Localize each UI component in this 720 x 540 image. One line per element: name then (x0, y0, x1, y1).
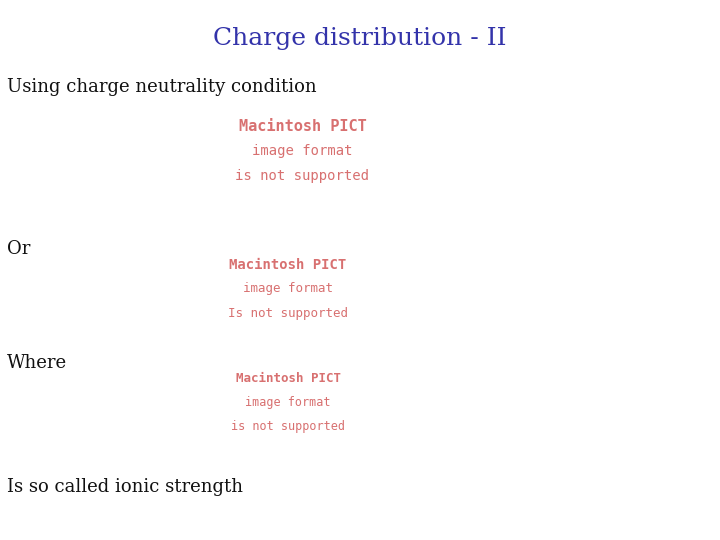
Text: Macintosh PICT: Macintosh PICT (230, 258, 346, 272)
Text: is not supported: is not supported (231, 420, 345, 433)
Text: Using charge neutrality condition: Using charge neutrality condition (7, 78, 317, 96)
Text: image format: image format (252, 144, 353, 158)
Text: Where: Where (7, 354, 68, 372)
Text: is not supported: is not supported (235, 168, 369, 183)
Text: Is so called ionic strength: Is so called ionic strength (7, 478, 243, 496)
Text: image format: image format (246, 396, 330, 409)
Text: Charge distribution - II: Charge distribution - II (213, 27, 507, 50)
Text: Macintosh PICT: Macintosh PICT (235, 372, 341, 384)
Text: Macintosh PICT: Macintosh PICT (238, 119, 366, 134)
Text: image format: image format (243, 282, 333, 295)
Text: Is not supported: Is not supported (228, 307, 348, 320)
Text: Or: Or (7, 240, 30, 258)
